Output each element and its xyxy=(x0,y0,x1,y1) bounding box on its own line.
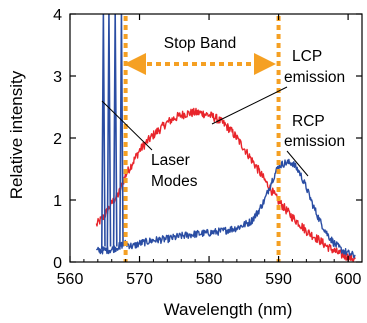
annotations-layer: Stop Band LCP emission RCP emission Lase… xyxy=(101,35,345,190)
laser-mode-peak xyxy=(112,13,118,250)
x-tick-label: 580 xyxy=(196,271,223,288)
ticks-layer: 560 570 580 590 600 0 1 2 3 4 xyxy=(53,7,363,288)
y-axis-label: Relative intensity xyxy=(7,70,26,199)
x-tick-label: 560 xyxy=(57,271,84,288)
rcp-leader-line xyxy=(286,150,309,177)
rcp-label-line2: emission xyxy=(284,133,345,150)
y-tick-label: 3 xyxy=(53,69,62,86)
x-axis-label: Wavelength (nm) xyxy=(164,300,293,319)
lcp-label-line2: emission xyxy=(284,69,345,86)
stop-band-label: Stop Band xyxy=(164,35,236,52)
y-tick-label: 0 xyxy=(53,255,62,272)
stop-band-arrow-right-head xyxy=(254,53,276,75)
x-tick-label: 570 xyxy=(126,271,153,288)
series-line-rcp xyxy=(95,158,356,259)
laser-leader-line xyxy=(101,100,153,151)
y-tick-label: 2 xyxy=(53,131,62,148)
stop-band-arrow-left-head xyxy=(124,53,146,75)
y-tick-label: 4 xyxy=(53,7,62,24)
laser-label-line2: Modes xyxy=(151,173,198,190)
y-tick-label: 1 xyxy=(53,193,62,210)
laser-label-line1: Laser xyxy=(151,152,190,169)
lcp-leader-line xyxy=(211,86,288,125)
x-tick-label: 600 xyxy=(335,271,362,288)
x-tick-label: 590 xyxy=(265,271,292,288)
series-line-lcp xyxy=(95,107,356,262)
lcp-label-line1: LCP xyxy=(292,48,322,65)
rcp-label-line1: RCP xyxy=(292,113,325,130)
laser-mode-peak xyxy=(106,13,112,250)
laser-mode-peak xyxy=(119,13,124,250)
